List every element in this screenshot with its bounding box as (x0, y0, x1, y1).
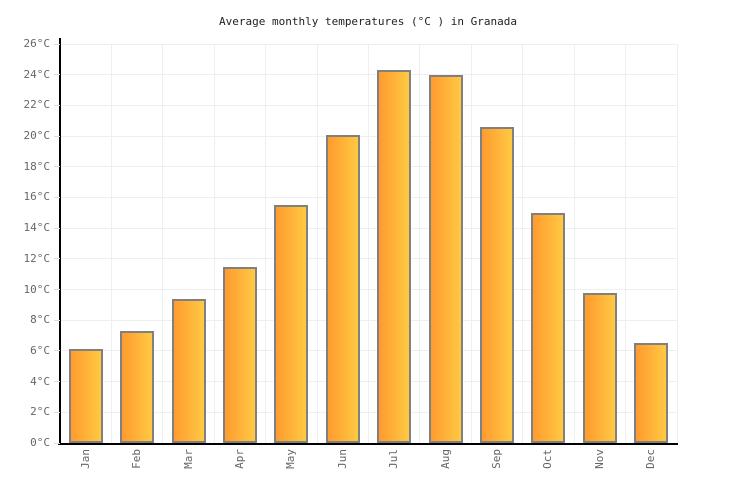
bar-jul (377, 70, 412, 443)
y-axis-label: 6°C (30, 343, 50, 357)
bar-aug (428, 74, 463, 443)
x-axis-label-nov: Nov (592, 449, 606, 469)
y-axis-tick (54, 43, 60, 45)
y-axis-label: 2°C (30, 405, 50, 419)
y-axis-label: 0°C (30, 436, 50, 449)
gridline-vertical (470, 44, 472, 443)
bar-feb (120, 330, 155, 443)
x-axis-label-jul: Jul (387, 449, 401, 469)
y-axis-label: 10°C (23, 282, 51, 296)
bar-jan (68, 349, 103, 443)
x-axis-label-oct: Oct (541, 449, 555, 469)
y-axis-label: 12°C (23, 251, 51, 265)
gridline-vertical (265, 44, 267, 443)
y-axis-tick (54, 381, 60, 383)
x-axis-label-dec: Dec (644, 449, 658, 469)
gridline-horizontal (61, 227, 677, 229)
y-axis-tick (54, 104, 60, 106)
gridline-horizontal (61, 289, 677, 291)
x-axis-label-feb: Feb (130, 449, 144, 469)
chart-title: Average monthly temperatures (°C ) in Gr… (218, 15, 517, 28)
gridline-horizontal (61, 350, 677, 352)
x-axis-label-apr: Apr (232, 449, 246, 469)
gridline-vertical (522, 44, 524, 443)
bar-nov (582, 292, 617, 443)
bar-sep (480, 126, 515, 443)
gridline-horizontal (61, 104, 677, 106)
x-axis-label-aug: Aug (438, 449, 452, 469)
gridline-horizontal (61, 319, 677, 321)
gridline-horizontal (61, 43, 677, 45)
bar-oct (531, 212, 566, 443)
y-axis-tick (54, 350, 60, 352)
y-axis-tick (54, 289, 60, 291)
y-axis-tick (54, 74, 60, 76)
gridline-vertical (368, 44, 369, 443)
y-axis-line (59, 38, 61, 445)
y-axis-tick (54, 227, 60, 229)
gridline-horizontal (61, 381, 677, 383)
y-axis-label: 24°C (23, 67, 51, 81)
x-axis-label-jan: Jan (78, 449, 92, 469)
bar-jun (325, 134, 360, 443)
y-axis-tick (54, 319, 60, 321)
gridline-horizontal (61, 411, 677, 413)
y-axis-tick (54, 135, 60, 137)
gridline-horizontal (61, 166, 677, 168)
x-axis-label-may: May (284, 449, 298, 469)
y-axis-tick (54, 258, 60, 260)
gridline-horizontal (61, 74, 677, 76)
x-axis-label-sep: Sep (490, 449, 504, 469)
y-axis-label: 4°C (30, 374, 50, 388)
x-axis-label-jun: Jun (335, 449, 349, 469)
gridline-horizontal (61, 258, 677, 260)
x-axis-label-mar: Mar (181, 449, 195, 469)
bar-mar (171, 298, 206, 443)
y-axis-label: 8°C (30, 313, 50, 327)
gridline-vertical (625, 44, 627, 443)
y-axis-label: 18°C (23, 159, 51, 173)
gridline-vertical (213, 44, 215, 443)
bar-apr (222, 266, 257, 443)
y-axis-tick (54, 411, 60, 413)
y-axis-label: 14°C (23, 221, 51, 235)
gridline-horizontal (61, 196, 677, 198)
y-axis-tick (54, 442, 60, 444)
y-axis-tick (54, 166, 60, 168)
y-axis-label: 26°C (23, 37, 51, 50)
gridline-vertical (110, 44, 112, 443)
gridline-horizontal (61, 135, 677, 137)
gridline-vertical (162, 44, 164, 443)
bar-may (274, 205, 309, 443)
gridline-vertical (419, 44, 421, 443)
y-axis-label: 16°C (23, 190, 51, 204)
x-axis-line (58, 443, 678, 445)
gridline-vertical (676, 44, 678, 443)
y-axis-label: 20°C (23, 129, 51, 143)
y-axis-label: 22°C (23, 98, 51, 112)
bar-dec (634, 343, 669, 443)
y-axis-tick (54, 196, 60, 198)
gridline-vertical (573, 44, 575, 443)
gridline-vertical (316, 44, 318, 443)
